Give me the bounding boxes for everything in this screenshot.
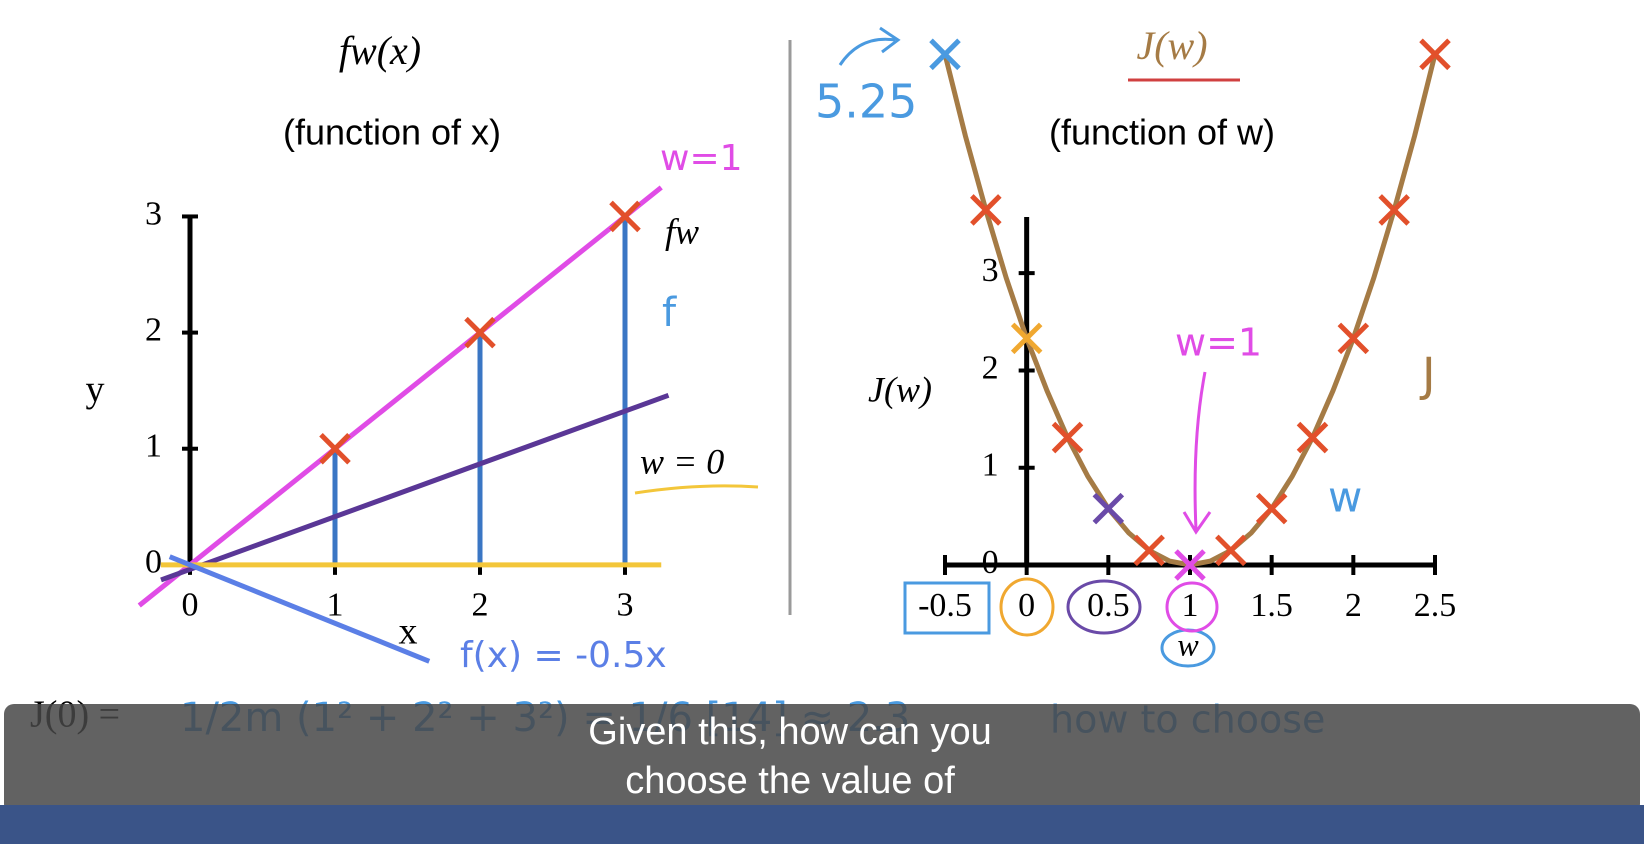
cross-stroke (1378, 194, 1410, 226)
cross-stroke (1133, 534, 1165, 567)
y-axis-label: J(w) (868, 369, 932, 409)
x-tick-label: 3 (617, 587, 634, 624)
arrow (1182, 371, 1212, 535)
annotation: 5.25 (815, 75, 917, 129)
plots: 0 1 2 3 0 1 2 3 w=1 w = 0 f(x) = -0.5x 0 1 2 3 -0.5 0 0.5… (137, 38, 1457, 676)
data-point (609, 200, 641, 233)
series-line (160, 392, 670, 583)
x-tick-label: 2 (1345, 587, 1362, 624)
series-label: w = 0 (640, 441, 724, 481)
cross-stroke (319, 432, 351, 465)
data-point (1010, 322, 1043, 355)
cross-stroke (1419, 38, 1451, 71)
annotation: w=1 (1175, 321, 1262, 365)
annotation: f (662, 290, 677, 336)
y-tick-label: 0 (982, 544, 999, 581)
data-point (929, 38, 961, 71)
y-axis-label: y (86, 369, 105, 411)
annotation: w (1328, 473, 1362, 522)
x-tick-label: -0.5 (918, 587, 972, 624)
data-point (970, 194, 1002, 226)
data-point (464, 316, 496, 349)
cross-stroke (609, 200, 641, 233)
data-point (1051, 421, 1084, 454)
cross-stroke (1215, 534, 1247, 567)
y-tick-label: 1 (982, 447, 999, 484)
y-tick-label: 0 (145, 544, 162, 581)
cross-stroke (1296, 421, 1329, 454)
y-tick-label: 3 (982, 252, 999, 289)
chart-subtitle: (function of w) (1049, 112, 1275, 153)
x-tick-label: 0.5 (1087, 587, 1130, 624)
data-point (1092, 492, 1125, 525)
chart-title: fw(x) (339, 28, 421, 73)
player-bar (0, 805, 1644, 844)
arrow (838, 26, 901, 66)
data-point (1215, 534, 1247, 567)
circle-highlight (999, 577, 1055, 637)
caption: Given this, how can you (588, 711, 991, 753)
x-tick-label: 1 (1182, 587, 1199, 624)
series-line (137, 185, 663, 608)
caption: choose the value of (625, 760, 955, 802)
underline (634, 484, 759, 495)
y-tick-label: 2 (982, 349, 999, 386)
x-axis-label: x (399, 611, 418, 653)
annotation: fw (665, 211, 699, 251)
data-point (319, 432, 351, 465)
circle-highlight (1165, 581, 1219, 633)
circle-highlight (1066, 579, 1142, 635)
series-line (168, 554, 431, 664)
cross-stroke (1010, 322, 1043, 355)
cross-stroke (1337, 322, 1370, 355)
data-point (1337, 322, 1370, 355)
caption-background (4, 704, 1640, 814)
cross-stroke (1092, 492, 1125, 525)
x-tick-label: 1.5 (1250, 587, 1293, 624)
chart-subtitle: (function of x) (283, 112, 501, 153)
series-label: f(x) = -0.5x (460, 635, 667, 676)
y-tick-label: 3 (145, 195, 162, 232)
data-point (1133, 534, 1165, 567)
x-axis-label: w (1177, 626, 1199, 662)
x-tick-label: 0 (182, 587, 199, 624)
x-tick-label: 0 (1018, 587, 1035, 624)
cross-stroke (929, 38, 961, 71)
annotation: J (1419, 348, 1436, 402)
data-point (1378, 194, 1410, 226)
x-tick-label: 2.5 (1414, 587, 1457, 624)
cross-stroke (1174, 549, 1206, 581)
x-tick-label: 1 (327, 587, 344, 624)
cross-stroke (1051, 421, 1084, 454)
data-point (1174, 549, 1206, 581)
cross-stroke (1255, 492, 1288, 525)
data-point (1419, 38, 1451, 71)
data-point (1255, 492, 1288, 525)
cross-stroke (464, 316, 496, 349)
y-tick-label: 2 (145, 311, 162, 348)
series-label: w=1 (660, 138, 743, 179)
y-tick-label: 1 (145, 428, 162, 465)
data-point (1296, 421, 1329, 454)
box-highlight (903, 581, 991, 635)
chart-title: J(w) (1136, 23, 1207, 68)
cross-stroke (970, 194, 1002, 226)
x-tick-label: 2 (472, 587, 489, 624)
